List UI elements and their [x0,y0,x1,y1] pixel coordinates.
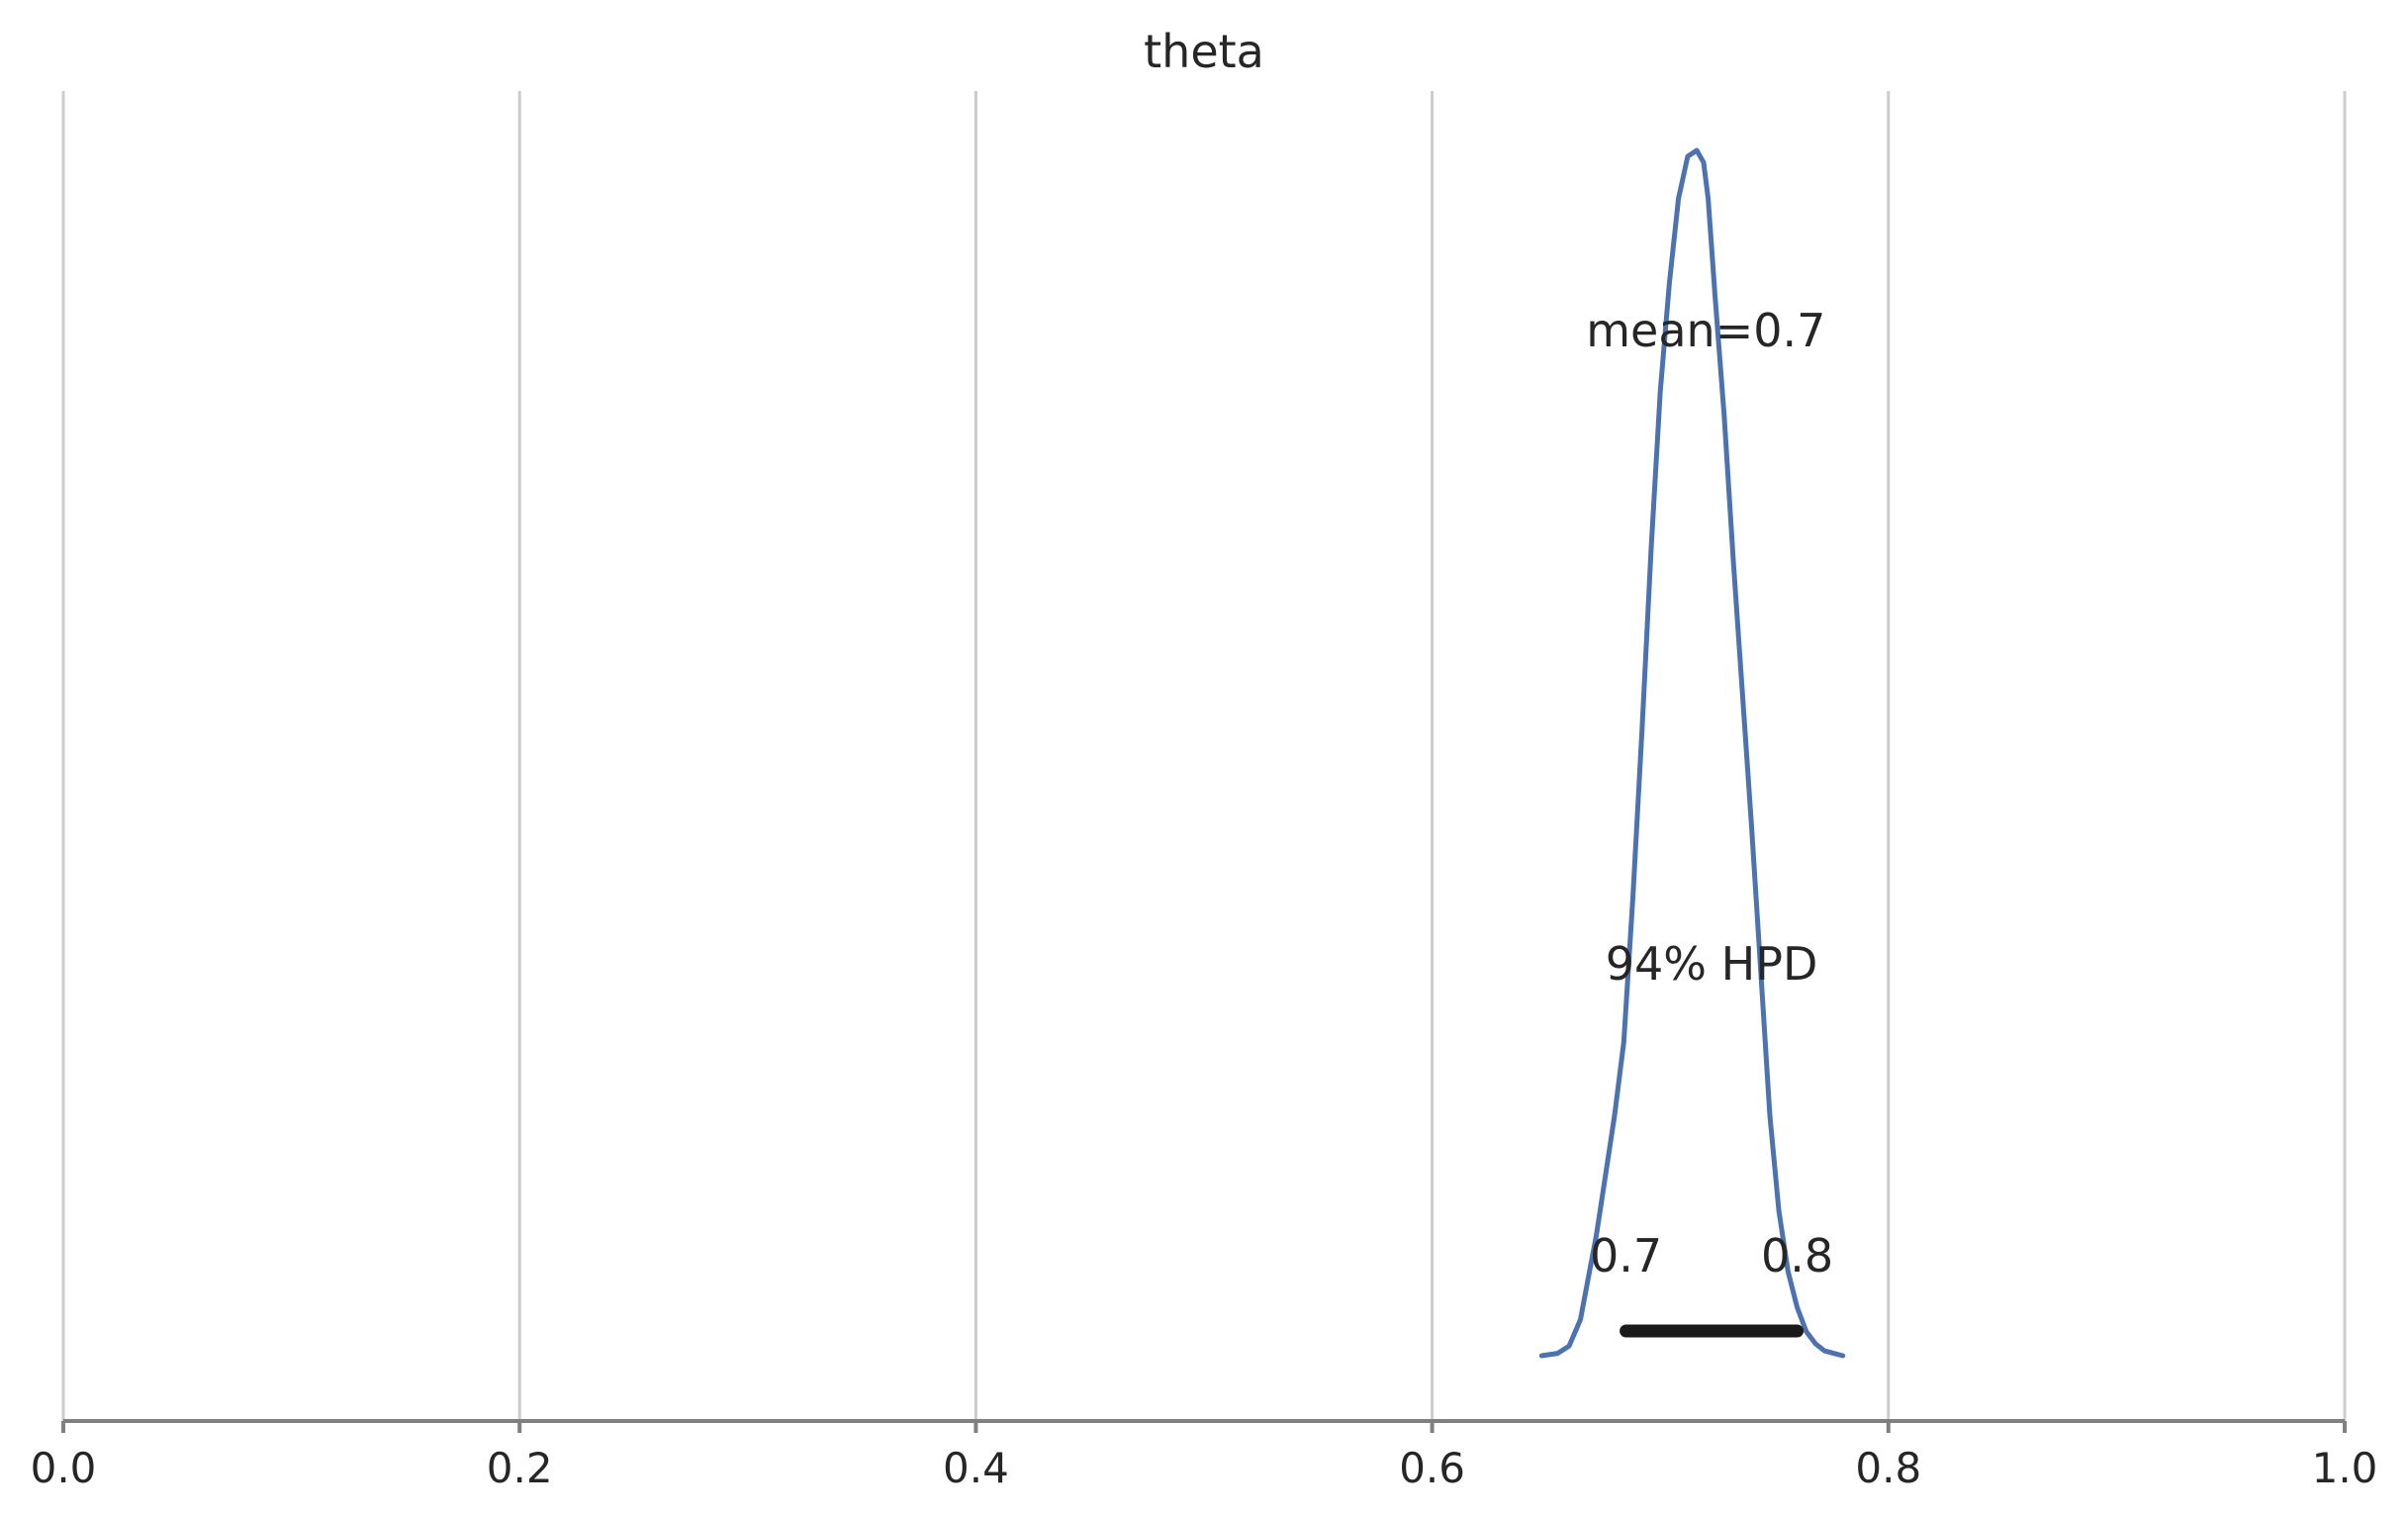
hpd-high-annotation: 0.8 [1761,1229,1833,1282]
mean-annotation: mean=0.7 [1586,304,1825,357]
posterior-density-curve [1538,147,1846,1359]
hpd-low-annotation: 0.7 [1590,1229,1662,1282]
x-tick-label: 0.0 [31,1444,97,1492]
x-tick-label: 1.0 [2312,1444,2378,1492]
x-tick-label: 0.6 [1399,1444,1465,1492]
x-axis-ticks: 0.0 0.2 0.4 0.6 0.8 1.0 [31,1421,2378,1492]
x-tick-label: 0.8 [1855,1444,1921,1492]
x-tick-label: 0.4 [943,1444,1009,1492]
hpd-level-annotation: 94% HPD [1606,937,1818,991]
chart-title: theta [1144,25,1264,78]
grid-lines [61,91,2347,1421]
x-tick-label: 0.2 [487,1444,553,1492]
